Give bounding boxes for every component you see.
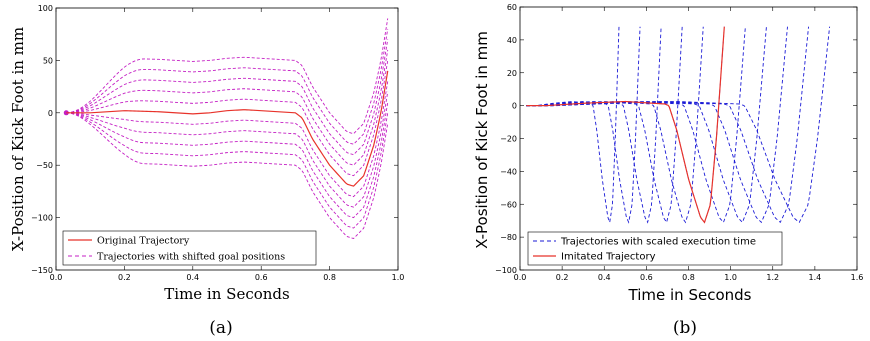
x-tick-label-b: 0.8 xyxy=(682,273,695,282)
plot-area-a xyxy=(55,7,399,271)
y-tick-label-b: −40 xyxy=(500,167,517,176)
imitated-trajectory-line xyxy=(526,26,725,224)
x-tick-label-a: 0.4 xyxy=(186,273,199,282)
x-tick-label-a: 0.2 xyxy=(118,273,131,282)
x-tick-label-b: 0.2 xyxy=(556,273,569,282)
panel-a: 0.0 0.2 0.4 0.6 0.8 1.0 100 50 0 −50 −100 −150 Time… xyxy=(9,4,404,338)
x-tick-label-b: 1.0 xyxy=(724,273,737,282)
x-tick-label-a: 0.6 xyxy=(255,273,268,282)
x-axis-label-b: Time in Seconds xyxy=(628,286,752,304)
x-tick-label-b: 1.4 xyxy=(809,273,822,282)
shifted-trajectory-line xyxy=(66,112,389,229)
shifted-trajectory-line xyxy=(66,18,389,135)
legend-label-shifted: Trajectories with shifted goal positions xyxy=(97,252,285,263)
y-tick-label-b: −80 xyxy=(500,233,517,242)
y-axis-label-b: X-Position of Kick Foot in mm xyxy=(473,31,491,249)
legend-label-original: Original Trajectory xyxy=(97,236,190,247)
shifted-trajectory-line xyxy=(66,112,389,240)
x-tick-label-a: 1.0 xyxy=(392,273,405,282)
x-tick-label-b: 0.6 xyxy=(640,273,653,282)
x-tick-label-a: 0.0 xyxy=(50,273,63,282)
curves-a xyxy=(63,18,389,240)
original-trajectory-line xyxy=(66,70,389,187)
shifted-trajectory-line xyxy=(66,28,389,145)
legend-box-a xyxy=(62,230,317,266)
legend-a: Original Trajectory Trajectories with sh… xyxy=(62,230,317,266)
x-tick-label-b: 1.2 xyxy=(766,273,779,282)
y-tick-label-b: 60 xyxy=(507,3,517,12)
panel-b: 0.0 0.2 0.4 0.6 0.8 1.0 1.2 1.4 1.6 60 40 20 0 −20 −40… xyxy=(473,3,863,338)
ticks-a: 0.0 0.2 0.4 0.6 0.8 1.0 100 50 0 −50 −100 −150 xyxy=(31,4,404,282)
shifted-trajectory-line xyxy=(66,102,389,219)
caption-a: (a) xyxy=(209,318,232,338)
y-axis-label-a: X-Position of Kick Foot in mm xyxy=(9,27,27,251)
x-tick-label-a: 0.8 xyxy=(323,273,336,282)
y-tick-label-b: −100 xyxy=(495,266,517,275)
scaled-trajectory-line xyxy=(526,26,662,224)
shifted-trajectory-line xyxy=(66,81,389,198)
shifted-trajectory-line xyxy=(66,60,389,177)
x-axis-label-a: Time in Seconds xyxy=(164,285,289,303)
scaled-trajectory-line xyxy=(526,26,831,224)
y-tick-label-a: −100 xyxy=(31,214,53,223)
legend-label-imitated: Imitated Trajectory xyxy=(561,252,656,263)
ticks-b: 0.0 0.2 0.4 0.6 0.8 1.0 1.2 1.4 1.6 60 40 20 0 −20 −40… xyxy=(495,3,863,282)
y-tick-label-a: 100 xyxy=(38,4,53,13)
scaled-trajectory-line xyxy=(526,26,620,225)
y-tick-label-b: −20 xyxy=(500,135,517,144)
legend-b: Trajectories with scaled execution time … xyxy=(527,231,783,266)
legend-box-b xyxy=(527,231,783,266)
y-tick-label-a: 0 xyxy=(48,109,53,118)
y-tick-label-a: 50 xyxy=(43,56,53,65)
y-tick-label-a: −50 xyxy=(36,161,53,170)
y-tick-label-b: 20 xyxy=(507,69,517,78)
shifted-trajectory-line xyxy=(66,91,389,208)
y-tick-label-b: −60 xyxy=(500,200,517,209)
x-tick-label-b: 0.0 xyxy=(514,273,527,282)
shifted-trajectory-line xyxy=(66,39,389,156)
caption-b: (b) xyxy=(673,318,697,338)
scaled-trajectory-line xyxy=(526,26,704,224)
plot-area-b xyxy=(519,6,858,271)
y-tick-label-a: −150 xyxy=(31,266,53,275)
legend-label-scaled: Trajectories with scaled execution time xyxy=(560,237,756,248)
shifted-trajectory-line xyxy=(66,49,389,166)
curves-b xyxy=(526,26,831,225)
x-tick-label-b: 1.6 xyxy=(851,273,864,282)
x-tick-label-b: 0.4 xyxy=(598,273,611,282)
y-tick-label-b: 0 xyxy=(512,102,517,111)
y-tick-label-b: 40 xyxy=(507,36,517,45)
